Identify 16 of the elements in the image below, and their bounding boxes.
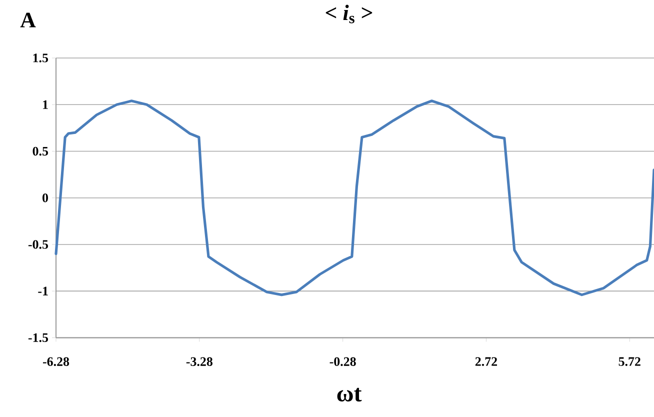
y-tick-label: -1 (38, 286, 48, 296)
line-series (54, 100, 654, 296)
x-tick-label: -3.28 (186, 357, 212, 366)
chart-title: < i$_{s}$ > (326, 4, 372, 24)
x-tick-label: -0.28 (330, 357, 356, 366)
x-tick-label: -6.28 (42, 357, 70, 366)
y-tick-label: 0.5 (32, 146, 48, 156)
y-tick-label: 0 (42, 193, 48, 202)
y-tick-label: -0.5 (28, 240, 48, 249)
y-tick-label: 1 (43, 100, 48, 109)
x-tick-label: 2.72 (475, 357, 497, 366)
y-tick-label: 1.5 (33, 54, 48, 62)
x-tick-label: 5.72 (618, 357, 640, 366)
y-tick-label: -1.5 (28, 333, 48, 342)
y-axis-title: A (20, 12, 36, 28)
x-axis-title: ωt (337, 388, 362, 402)
